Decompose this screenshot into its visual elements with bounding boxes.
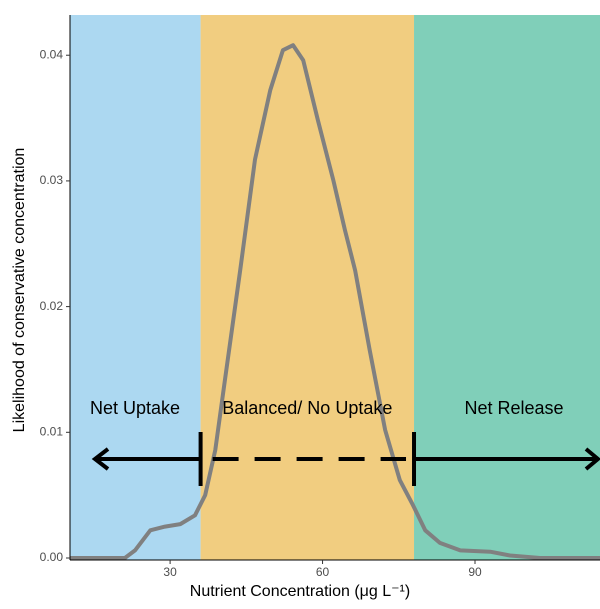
x-tick-label: 60 [316, 565, 330, 579]
x-axis-title: Nutrient Concentration (μg L⁻¹) [190, 583, 410, 600]
x-tick-label: 90 [468, 565, 482, 579]
density-curve [70, 43, 600, 560]
y-tick-label: 0.00 [40, 550, 64, 564]
y-tick-label: 0.02 [40, 299, 64, 313]
y-axis-title: Likelihood of conservative concentration [11, 148, 28, 433]
region-label: Net Uptake [90, 398, 180, 418]
arrow-head [91, 447, 110, 471]
y-tick-label: 0.01 [40, 424, 64, 438]
arrow-head [584, 447, 600, 471]
x-tick-label: 30 [163, 565, 177, 579]
y-tick-label: 0.04 [40, 47, 64, 61]
region [200, 15, 415, 560]
region-label: Balanced/ No Uptake [222, 398, 392, 418]
region [70, 15, 201, 560]
region-label: Net Release [464, 398, 563, 418]
y-tick-label: 0.03 [40, 173, 64, 187]
region [414, 15, 600, 560]
